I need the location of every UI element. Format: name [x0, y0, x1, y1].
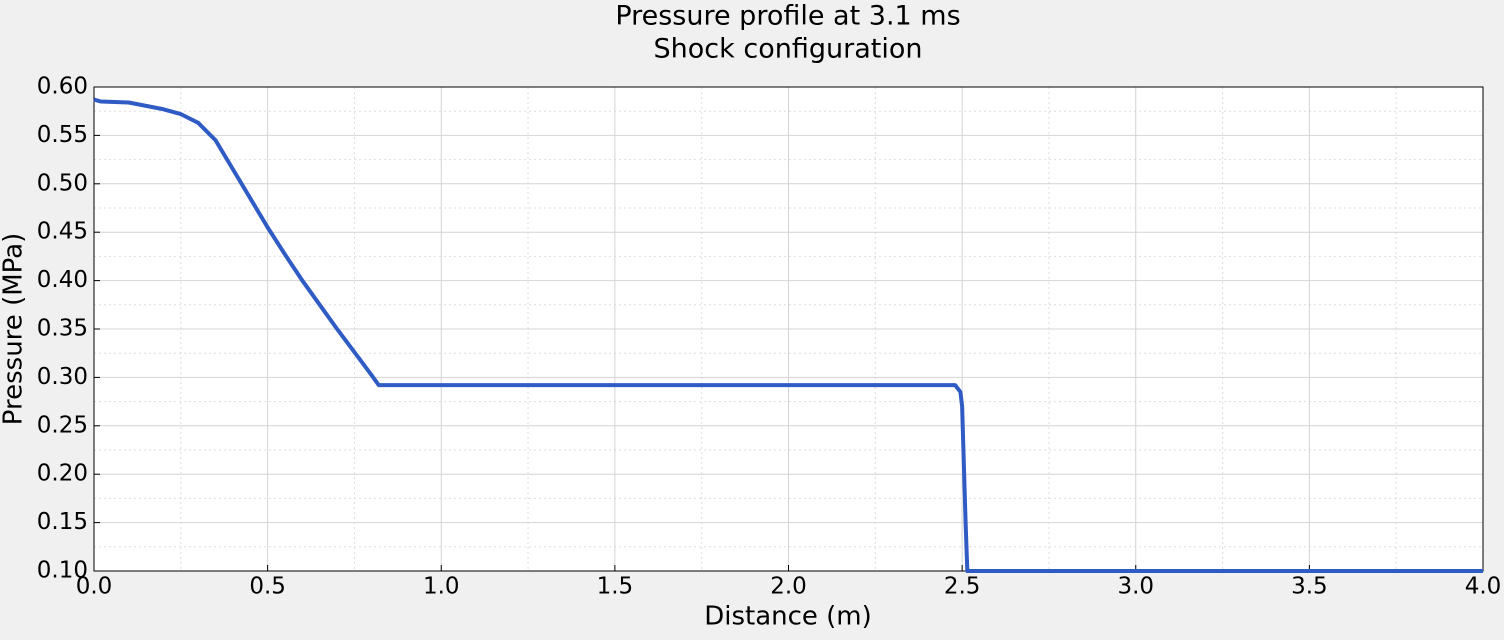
y-tick-label: 0.55: [37, 122, 88, 148]
y-tick-label: 0.60: [37, 74, 88, 100]
x-tick-label: 2.0: [770, 574, 807, 600]
y-tick-label: 0.35: [37, 316, 88, 342]
y-tick-label: 0.15: [37, 509, 88, 535]
x-tick-label: 0.5: [249, 574, 286, 600]
y-tick-label: 0.45: [37, 219, 88, 245]
y-tick-label: 0.20: [37, 461, 88, 487]
plot-frame: [93, 86, 1484, 572]
x-tick-label: 2.5: [944, 574, 981, 600]
x-tick-label: 1.5: [597, 574, 634, 600]
x-tick-label: 4.0: [1465, 574, 1502, 600]
chart-subtitle: Shock configuration: [654, 34, 923, 65]
y-tick-label: 0.30: [37, 364, 88, 390]
y-tick-label: 0.10: [37, 558, 88, 584]
line-series: [93, 97, 1483, 573]
chart-title: Pressure profile at 3.1 ms: [615, 1, 960, 32]
x-axis-label: Distance (m): [704, 602, 872, 632]
x-tick-label: 1.0: [423, 574, 460, 600]
x-tick-label: 3.5: [1291, 574, 1328, 600]
x-tick-label: 0.0: [76, 574, 113, 600]
y-axis-label: Pressure (MPa): [0, 233, 29, 425]
y-tick-label: 0.50: [37, 170, 88, 196]
x-tick-label: 3.0: [1117, 574, 1154, 600]
y-tick-label: 0.25: [37, 412, 88, 438]
y-tick-label: 0.40: [37, 267, 88, 293]
